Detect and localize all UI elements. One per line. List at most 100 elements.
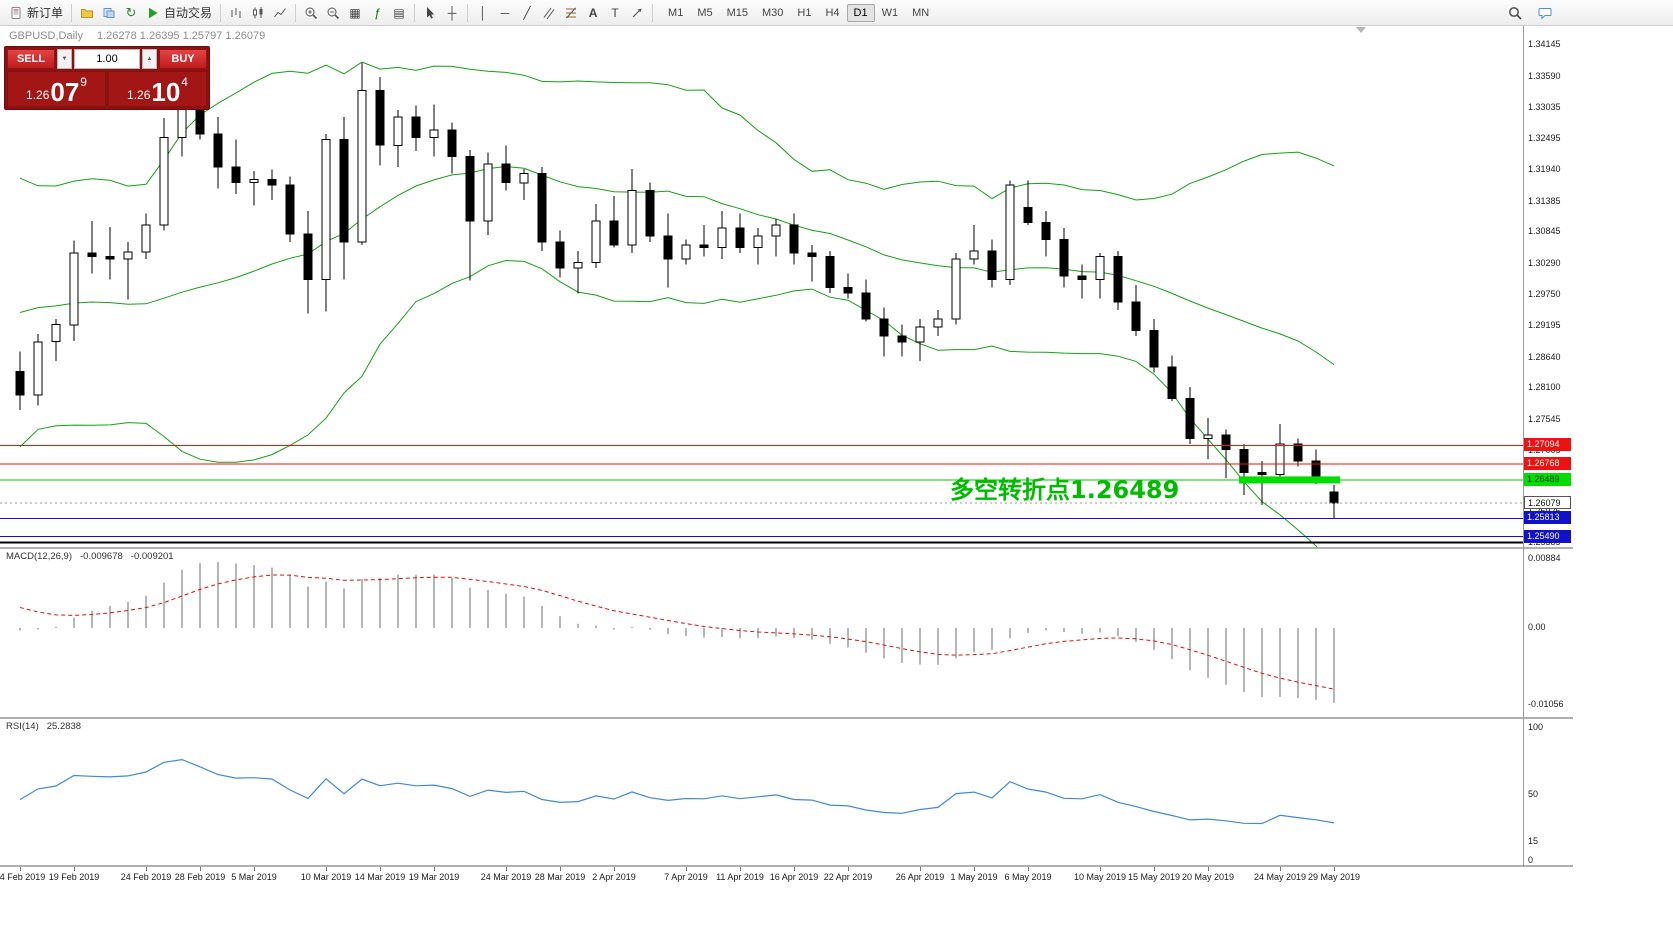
time-axis-label: 14 Mar 2019 [354,872,406,882]
macd-label: MACD(12,26,9) -0.009678 -0.009201 [6,551,174,562]
time-axis-label: 7 Apr 2019 [664,872,708,882]
time-axis-label: 19 Feb 2019 [48,872,100,882]
toolbar-separator [71,3,73,22]
time-axis-label: 5 Mar 2019 [231,872,277,882]
refresh-button[interactable]: ↻ [120,2,142,24]
time-axis-label: 24 May 2019 [1253,872,1307,882]
timeframe-m15-button[interactable]: M15 [726,6,748,19]
search-button[interactable] [1504,2,1526,24]
rsi-scale-label: 50 [1528,789,1539,799]
time-axis-tick [686,867,687,871]
timeframe-h4-button[interactable]: H4 [825,6,840,19]
toolbar: 新订单 ↻ 自动交易 [0,0,1673,26]
folder-icon [81,8,94,18]
vertical-line-button[interactable]: │ [472,2,494,24]
crosshair-button[interactable]: ┼ [441,2,463,24]
time-axis-label: 15 May 2019 [1127,872,1181,882]
autotrading-button[interactable]: 自动交易 [142,2,216,24]
buy-price-panel[interactable]: 1.26 10 4 [108,71,207,107]
profiles-button[interactable] [98,2,120,24]
bar-chart-button[interactable] [225,2,247,24]
timeframe-m5-button[interactable]: M5 [697,6,713,19]
volume-input[interactable] [74,49,140,69]
label-tool-button[interactable]: T [604,2,626,24]
time-axis-tick [848,867,849,871]
timeframe-h1-button[interactable]: H1 [797,6,812,19]
objects-list-button[interactable]: ▤ [388,2,410,24]
cursor-button[interactable] [419,2,441,24]
sell-price-panel[interactable]: 1.26 07 9 [7,71,106,107]
new-order-icon [11,6,21,19]
toolbar-separator [414,3,416,22]
trendline-icon: ╱ [523,5,531,20]
time-axis-tick [1280,867,1281,871]
indicators-button[interactable]: ƒ [366,2,388,24]
timeframe-mn-button[interactable]: MN [912,6,930,19]
rsi-label: RSI(14) 25.2838 [6,721,82,732]
macd-indicator-canvas[interactable] [0,549,1523,717]
text-tool-button[interactable]: A [582,2,604,24]
toolbar-right-group [1504,2,1556,24]
timeframe-group: M1 M5 M15 M30 H1 H4 D1 W1 MN [661,3,936,22]
zoom-in-button[interactable] [300,2,322,24]
rsi-indicator-canvas[interactable] [0,719,1523,865]
price-axis-label: 1.27545 [1528,413,1561,424]
sell-button[interactable]: SELL [7,49,55,69]
label-tool-icon: T [611,5,619,20]
line-chart-button[interactable] [269,2,291,24]
price-level-badge: 1.26079 [1524,496,1571,510]
candlestick-chart-button[interactable] [247,2,269,24]
rsi-scale-label: 0 [1528,855,1534,865]
toolbar-separator [652,3,654,22]
time-axis-tick [380,867,381,871]
chat-button[interactable] [1534,2,1556,24]
arrows-button[interactable] [626,2,648,24]
time-axis-tick [974,867,975,871]
timeframe-d1-button[interactable]: D1 [846,3,875,22]
volume-increase-button[interactable]: ▲ [142,49,157,69]
open-file-button[interactable] [76,2,98,24]
annotation-text: 多空转折点1.26489 [950,476,1179,504]
fibonacci-icon [566,7,577,18]
fibonacci-button[interactable] [560,2,582,24]
buy-button[interactable]: BUY [159,49,207,69]
timeframe-m30-button[interactable]: M30 [762,6,784,19]
chat-icon [1538,7,1552,19]
tile-windows-icon: ▦ [349,5,361,20]
trendline-button[interactable]: ╱ [516,2,538,24]
symbol-info: GBPUSD,Daily 1.26278 1.26395 1.25797 1.2… [9,30,265,42]
volume-decrease-button[interactable]: ▼ [57,49,72,69]
main-chart-canvas[interactable]: 多空转折点1.26489 [0,26,1523,547]
time-axis-tick [146,867,147,871]
channel-button[interactable] [538,2,560,24]
search-icon [1509,6,1522,20]
toolbar-separator [220,3,222,22]
panel-splitter[interactable] [0,717,1573,719]
panel-splitter[interactable] [0,865,1573,867]
timeframe-w1-button[interactable]: W1 [881,6,899,19]
toolbar-separator [467,3,469,22]
tile-windows-button[interactable]: ▦ [344,2,366,24]
cursor-icon [427,6,435,19]
vertical-line-icon: │ [479,5,487,20]
time-axis-label: 28 Feb 2019 [174,872,226,882]
time-axis-tick [506,867,507,871]
price-axis-label: 1.33035 [1528,102,1561,113]
new-order-button[interactable]: 新订单 [5,2,67,24]
panel-splitter[interactable] [0,547,1573,549]
zoom-out-button[interactable] [322,2,344,24]
zoom-out-icon [327,7,340,19]
symbol-name: GBPUSD,Daily [9,30,83,42]
time-axis-tick [794,867,795,871]
time-axis-tick [1100,867,1101,871]
symbol-ohlc: 1.26278 1.26395 1.25797 1.26079 [96,30,266,42]
rsi-scale-label: 100 [1528,722,1544,732]
time-axis-label: 14 Feb 2019 [0,872,46,882]
horizontal-line-button[interactable]: ─ [494,2,516,24]
chart-shift-marker[interactable] [1356,27,1366,33]
time-axis-tick [434,867,435,871]
timeframe-m1-button[interactable]: M1 [668,6,684,19]
price-axis-label: 1.25925 [1528,506,1561,516]
text-tool-icon: A [588,5,598,20]
